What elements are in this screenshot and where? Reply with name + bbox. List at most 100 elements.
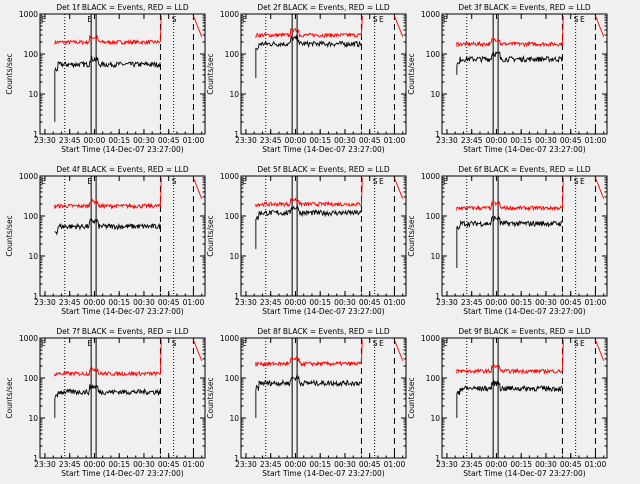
x-tick-label: 23:45: [461, 298, 483, 307]
chart-panel: Det 2f BLACK = Events, RED = LLD 1 10 100 10…: [206, 3, 407, 154]
lld-series-line: [54, 177, 162, 210]
y-tick-label: 100: [24, 374, 39, 383]
x-axis-label: Start Time (14-Dec-07 23:27:00): [61, 469, 183, 478]
x-axis-label: Start Time (14-Dec-07 23:27:00): [61, 145, 183, 154]
lld-series-line: [595, 177, 605, 199]
chart-panel: Det 7f BLACK = Events, RED = LLD 1 10 100 10…: [5, 327, 206, 478]
y-tick-label: 10: [28, 252, 38, 261]
x-tick-label: 01:00: [585, 460, 607, 469]
events-series-line: [255, 374, 362, 418]
x-tick-label: 00:45: [158, 298, 180, 307]
y-tick-label: 100: [225, 50, 240, 59]
x-tick-label: 01:00: [384, 298, 406, 307]
y-tick-label: 10: [229, 414, 239, 423]
lld-series-line: [394, 339, 404, 361]
x-tick-label: 00:00: [486, 136, 508, 145]
event-annotation: S: [373, 15, 378, 24]
x-tick-label: 00:45: [560, 460, 582, 469]
x-tick-label: 23:45: [260, 298, 282, 307]
y-tick-label: 1000: [220, 10, 239, 19]
y-tick-label: 100: [426, 212, 441, 221]
x-tick-label: 00:30: [133, 136, 155, 145]
y-tick-label: 1: [435, 454, 440, 463]
lld-series-line: [456, 339, 564, 375]
event-annotation: S: [574, 15, 579, 24]
y-axis-label: Counts/sec: [407, 53, 416, 94]
x-tick-label: 00:00: [285, 136, 307, 145]
events-series-line: [255, 34, 362, 79]
event-annotation: E: [41, 15, 46, 24]
y-tick-label: 1: [234, 454, 239, 463]
x-tick-label: 00:15: [108, 136, 130, 145]
y-tick-label: 1: [435, 292, 440, 301]
x-tick-label: 00:15: [309, 298, 331, 307]
y-tick-label: 10: [430, 90, 440, 99]
event-annotation: E: [580, 339, 585, 348]
x-tick-label: 00:00: [84, 136, 106, 145]
y-tick-label: 100: [24, 50, 39, 59]
event-annotation: E: [41, 339, 46, 348]
x-tick-label: 23:30: [235, 136, 257, 145]
lld-series-line: [255, 177, 363, 208]
chart-title: Det 8f BLACK = Events, RED = LLD: [257, 327, 390, 336]
event-annotation: E: [87, 15, 92, 24]
chart-title: Det 2f BLACK = Events, RED = LLD: [257, 3, 390, 12]
x-tick-label: 01:00: [183, 298, 205, 307]
event-annotation: E: [443, 15, 448, 24]
lld-series-line: [193, 177, 203, 199]
lld-series-line: [54, 339, 162, 378]
x-tick-label: 23:30: [436, 460, 458, 469]
events-series-line: [54, 384, 161, 418]
y-tick-label: 1000: [421, 10, 440, 19]
x-tick-label: 00:45: [359, 136, 381, 145]
x-tick-label: 23:30: [34, 298, 56, 307]
chart-title: Det 4f BLACK = Events, RED = LLD: [56, 165, 189, 174]
x-tick-label: 23:30: [34, 460, 56, 469]
lld-series-line: [255, 15, 363, 38]
x-tick-label: 23:45: [461, 460, 483, 469]
event-annotation: E: [41, 177, 46, 186]
y-tick-label: 1000: [19, 172, 38, 181]
x-tick-label: 00:30: [535, 298, 557, 307]
y-tick-label: 1: [33, 292, 38, 301]
y-axis-label: Counts/sec: [407, 215, 416, 256]
x-tick-label: 01:00: [585, 136, 607, 145]
plot-frame: [39, 13, 206, 135]
x-tick-label: 23:45: [59, 136, 81, 145]
y-tick-label: 1000: [220, 172, 239, 181]
y-tick-label: 1000: [19, 334, 38, 343]
lld-series-line: [456, 15, 564, 48]
x-tick-label: 01:00: [384, 136, 406, 145]
y-tick-label: 100: [225, 374, 240, 383]
x-tick-label: 23:45: [260, 136, 282, 145]
x-tick-label: 23:30: [235, 298, 257, 307]
x-tick-label: 00:00: [486, 298, 508, 307]
x-tick-label: 00:30: [334, 136, 356, 145]
event-annotation: S: [373, 177, 378, 186]
x-axis-label: Start Time (14-Dec-07 23:27:00): [61, 307, 183, 316]
x-tick-label: 00:00: [84, 460, 106, 469]
x-tick-label: 00:45: [158, 460, 180, 469]
x-tick-label: 00:45: [359, 298, 381, 307]
y-tick-label: 100: [24, 212, 39, 221]
x-tick-label: 00:30: [535, 136, 557, 145]
event-annotation: E: [242, 177, 247, 186]
lld-series-line: [255, 339, 363, 368]
lld-series-line: [595, 15, 605, 37]
x-tick-label: 00:30: [334, 298, 356, 307]
x-tick-label: 23:45: [260, 460, 282, 469]
x-axis-label: Start Time (14-Dec-07 23:27:00): [463, 307, 585, 316]
y-tick-label: 100: [225, 212, 240, 221]
lld-series-line: [456, 177, 564, 212]
chart-title: Det 6f BLACK = Events, RED = LLD: [458, 165, 591, 174]
y-tick-label: 1: [234, 292, 239, 301]
x-tick-label: 00:45: [560, 136, 582, 145]
event-annotation: E: [580, 15, 585, 24]
lld-series-line: [595, 339, 605, 361]
y-tick-label: 1000: [19, 10, 38, 19]
chart-panel: Det 8f BLACK = Events, RED = LLD 1 10 100 10…: [206, 327, 407, 478]
y-tick-label: 1: [33, 130, 38, 139]
y-axis-label: Counts/sec: [407, 377, 416, 418]
y-axis-label: Counts/sec: [5, 215, 14, 256]
